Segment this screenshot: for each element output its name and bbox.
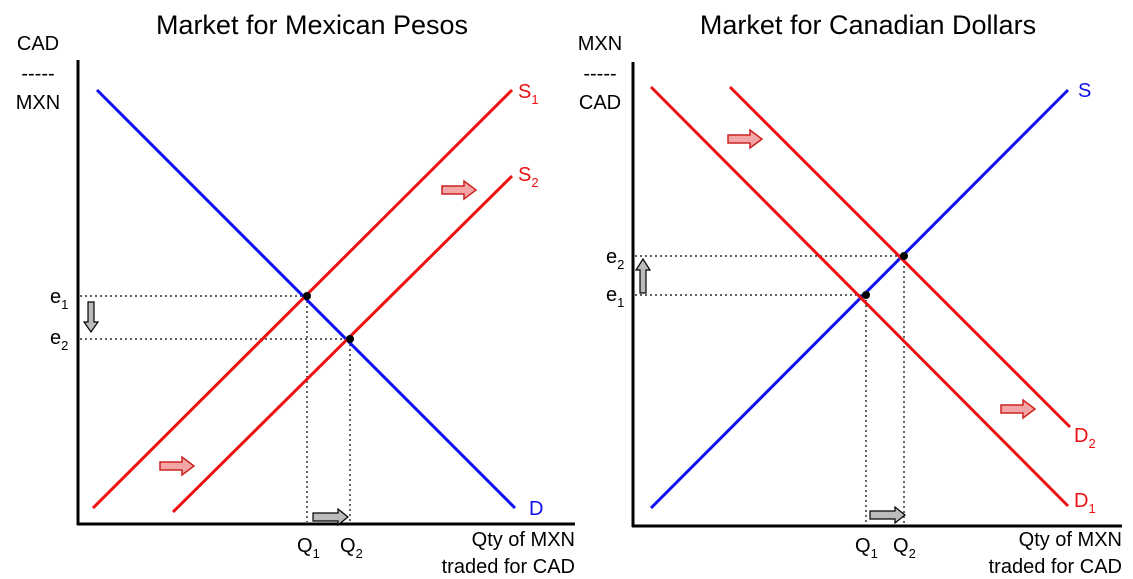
left-label-e2: e2 (50, 327, 68, 353)
left-y-label-top: CAD (17, 33, 59, 55)
right-title: Market for Canadian Dollars (700, 10, 1036, 40)
left-shift-arrow-upper (441, 179, 478, 201)
left-shift-arrow-lower (159, 455, 196, 477)
right-panel: Market for Canadian Dollars MXN ----- CA… (578, 10, 1122, 578)
right-supply-curve (649, 88, 1070, 510)
left-equilibrium-1 (303, 292, 311, 300)
right-shift-arrow-lower (1000, 398, 1037, 420)
right-label-e2: e2 (606, 246, 624, 272)
right-label-d2: D2 (1074, 425, 1096, 451)
right-y-label-dash: ----- (583, 63, 616, 85)
left-price-down-arrow (82, 301, 100, 334)
left-label-q1: Q1 (297, 535, 320, 561)
right-demand-curve-d2 (728, 85, 1072, 429)
right-price-up-arrow (634, 257, 652, 294)
right-x-label-line1: Qty of MXN (1019, 529, 1122, 551)
left-equilibrium-2 (346, 335, 354, 343)
right-y-label-bottom: CAD (579, 92, 621, 114)
left-supply-curve-s2 (171, 174, 514, 514)
right-demand-curve-d1 (649, 85, 1070, 508)
left-title: Market for Mexican Pesos (156, 10, 468, 40)
right-label-d1: D1 (1074, 490, 1096, 516)
right-x-label-line2: traded for CAD (989, 556, 1122, 578)
left-label-s1: S1 (518, 81, 539, 107)
right-label-e1: e1 (606, 284, 624, 310)
right-equilibrium-1 (862, 291, 870, 299)
right-label-s: S (1078, 80, 1091, 102)
left-label-d: D (529, 498, 543, 520)
left-panel: Market for Mexican Pesos CAD ----- MXN Q… (16, 10, 575, 578)
left-y-label-bottom: MXN (16, 92, 60, 114)
left-label-e1: e1 (50, 286, 68, 312)
left-y-label-dash: ----- (21, 63, 54, 85)
right-shift-arrow-upper (727, 128, 764, 150)
left-qty-right-arrow (312, 507, 349, 527)
left-x-label-line1: Qty of MXN (472, 529, 575, 551)
left-x-label-line2: traded for CAD (442, 556, 575, 578)
left-label-q2: Q2 (340, 535, 363, 561)
left-label-s2: S2 (518, 164, 539, 190)
right-label-q2: Q2 (893, 535, 916, 561)
right-equilibrium-2 (900, 252, 908, 260)
right-qty-right-arrow (869, 505, 906, 525)
left-supply-curve-s1 (91, 88, 514, 510)
right-label-q1: Q1 (855, 535, 878, 561)
right-y-label-top: MXN (578, 33, 622, 55)
